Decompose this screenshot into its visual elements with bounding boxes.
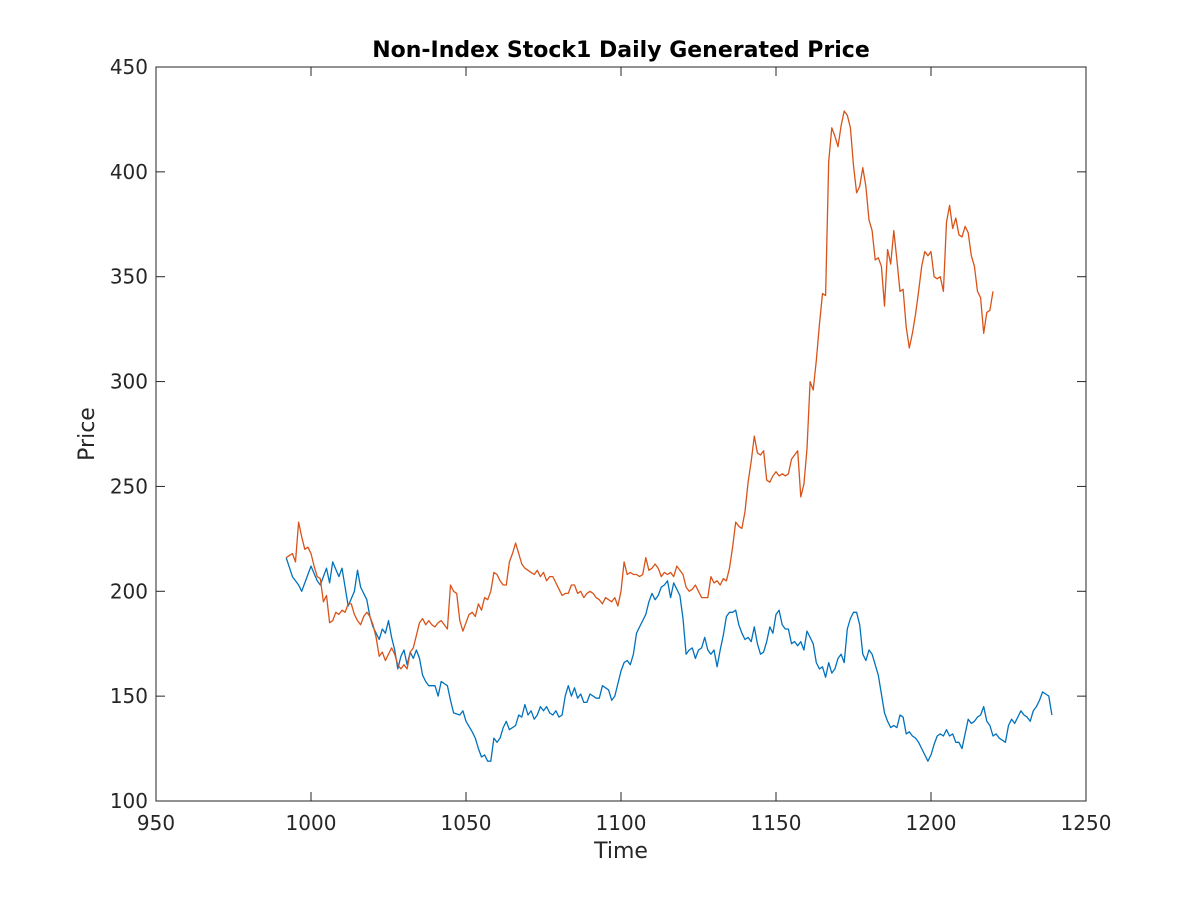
x-tick-label: 1200	[906, 811, 957, 835]
y-tick-label: 450	[110, 55, 148, 79]
x-tick-label: 1250	[1061, 811, 1112, 835]
x-tick-label: 1000	[286, 811, 337, 835]
y-tick-label: 300	[110, 370, 148, 394]
x-tick-label: 1150	[751, 811, 802, 835]
x-tick-label: 1050	[441, 811, 492, 835]
x-axis-ticks: 950 1000 1050 1100 1150 1200 1250	[137, 67, 1112, 835]
y-tick-label: 250	[110, 474, 148, 498]
series-line-1	[285, 557, 1053, 762]
y-tick-label: 100	[110, 789, 148, 813]
y-tick-label: 200	[110, 579, 148, 603]
x-axis-label: Time	[593, 839, 648, 864]
series-line-2	[285, 110, 994, 670]
y-tick-label: 400	[110, 160, 148, 184]
chart-title: Non-Index Stock1 Daily Generated Price	[372, 38, 870, 63]
series-layer	[285, 110, 1053, 762]
y-tick-label: 150	[110, 684, 148, 708]
y-axis-ticks: 100 150 200 250 300 350 400 450	[110, 55, 1086, 813]
y-tick-label: 350	[110, 265, 148, 289]
x-tick-label: 1100	[596, 811, 647, 835]
y-axis-label: Price	[75, 407, 100, 461]
x-tick-label: 950	[137, 811, 175, 835]
